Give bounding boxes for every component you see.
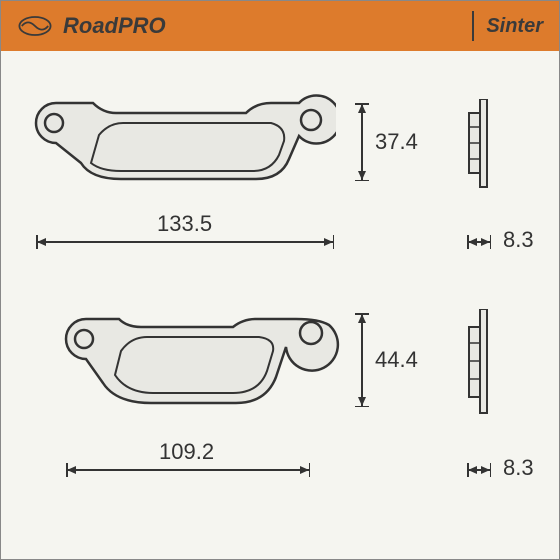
header-bar: RoadPRO Sinter [1, 1, 559, 51]
dim-label-top-width: 133.5 [157, 211, 212, 237]
dim-label-bot-thick: 8.3 [503, 455, 534, 481]
dim-label-bot-width: 109.2 [159, 439, 214, 465]
dim-line-bot-width [66, 469, 310, 471]
top-pad-side [465, 99, 495, 189]
dim-line-top-height [361, 103, 363, 181]
dim-line-top-width [36, 241, 334, 243]
dim-label-bot-height: 44.4 [375, 347, 418, 373]
bottom-pad-front [61, 301, 351, 421]
brand-name: RoadPRO [63, 13, 166, 39]
variant-name: Sinter [486, 15, 543, 38]
dim-label-top-height: 37.4 [375, 129, 418, 155]
header-left: RoadPRO [17, 13, 166, 39]
header-divider [472, 11, 474, 41]
dim-line-top-thick [467, 241, 491, 243]
top-pad-front [31, 91, 336, 191]
header-right: Sinter [472, 11, 543, 41]
brand-logo-icon [17, 14, 53, 38]
diagram-content: 37.4 133.5 8.3 44.4 [1, 51, 559, 559]
dim-line-bot-height [361, 313, 363, 407]
dim-line-bot-thick [467, 469, 491, 471]
bottom-pad-side [465, 309, 495, 415]
diagram-container: RoadPRO Sinter 37.4 [0, 0, 560, 560]
dim-label-top-thick: 8.3 [503, 227, 534, 253]
